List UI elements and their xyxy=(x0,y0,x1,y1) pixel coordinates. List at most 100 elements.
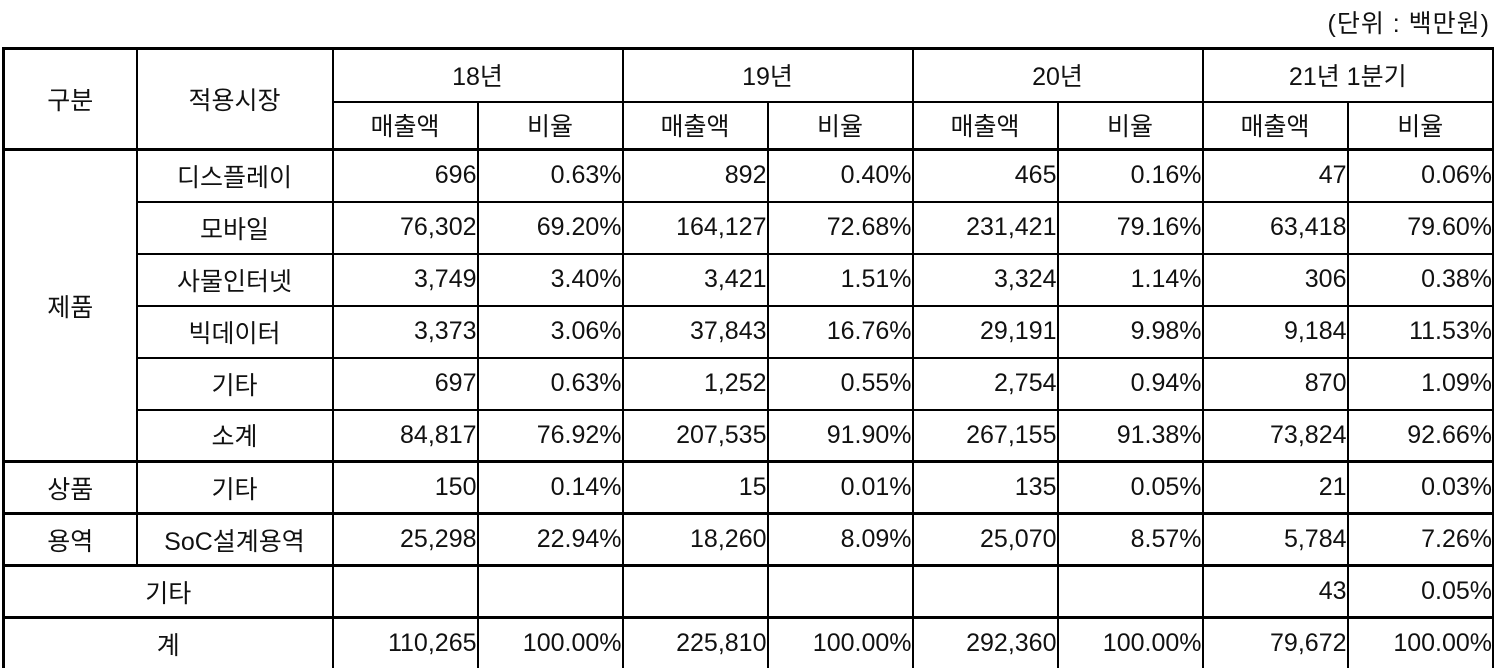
cell-ratio: 100.00% xyxy=(1056,616,1204,668)
table-row-other: 기타 43 0.05% xyxy=(2,564,1494,619)
cell-revenue: 3,373 xyxy=(331,304,479,359)
cell-ratio xyxy=(1056,564,1204,619)
cell-ratio: 1.14% xyxy=(1056,252,1204,307)
cell-revenue xyxy=(331,564,479,619)
cell-ratio xyxy=(476,564,624,619)
cell-ratio: 16.76% xyxy=(766,304,914,359)
header-category: 구분 xyxy=(2,47,138,151)
cell-revenue xyxy=(621,564,769,619)
cell-revenue: 892 xyxy=(621,148,769,203)
cell-ratio: 0.38% xyxy=(1346,252,1494,307)
cell-revenue: 150 xyxy=(331,460,479,515)
header-year-20: 20년 xyxy=(911,47,1204,103)
header-market: 적용시장 xyxy=(135,47,334,151)
header-year-21q1: 21년 1분기 xyxy=(1201,47,1494,103)
cell-revenue: 135 xyxy=(911,460,1059,515)
table-row-service-soc: 용역 SoC설계용역 25,298 22.94% 18,260 8.09% 25… xyxy=(2,512,1494,567)
cell-ratio: 0.14% xyxy=(476,460,624,515)
header-year-18: 18년 xyxy=(331,47,624,103)
cell-revenue: 164,127 xyxy=(621,200,769,255)
market-label: 빅데이터 xyxy=(135,304,334,359)
cell-revenue: 697 xyxy=(331,356,479,411)
cell-revenue: 1,252 xyxy=(621,356,769,411)
cell-revenue: 9,184 xyxy=(1201,304,1349,359)
cell-ratio: 22.94% xyxy=(476,512,624,567)
cell-revenue: 3,749 xyxy=(331,252,479,307)
cell-revenue: 25,070 xyxy=(911,512,1059,567)
header-revenue-18: 매출액 xyxy=(331,100,479,151)
header-ratio-19: 비율 xyxy=(766,100,914,151)
cell-revenue: 18,260 xyxy=(621,512,769,567)
cell-ratio: 8.57% xyxy=(1056,512,1204,567)
cell-revenue: 696 xyxy=(331,148,479,203)
market-label: 사물인터넷 xyxy=(135,252,334,307)
cell-ratio: 69.20% xyxy=(476,200,624,255)
table-row-mobile: 모바일 76,302 69.20% 164,127 72.68% 231,421… xyxy=(4,200,1494,255)
cell-ratio: 76.92% xyxy=(476,408,624,463)
cell-ratio: 0.03% xyxy=(1346,460,1494,515)
cell-revenue: 207,535 xyxy=(621,408,769,463)
cell-revenue: 15 xyxy=(621,460,769,515)
market-label: 디스플레이 xyxy=(135,148,334,203)
cell-revenue: 79,672 xyxy=(1201,616,1349,668)
group-label-product: 제품 xyxy=(2,148,138,463)
cell-revenue: 870 xyxy=(1201,356,1349,411)
cell-ratio: 79.60% xyxy=(1346,200,1494,255)
cell-revenue: 84,817 xyxy=(331,408,479,463)
table-row-display: 제품 디스플레이 696 0.63% 892 0.40% 465 0.16% 4… xyxy=(2,148,1494,463)
cell-ratio: 0.05% xyxy=(1346,564,1494,619)
cell-ratio: 1.51% xyxy=(766,252,914,307)
cell-ratio: 79.16% xyxy=(1056,200,1204,255)
table-row-product-other: 기타 697 0.63% 1,252 0.55% 2,754 0.94% 870… xyxy=(4,356,1494,411)
header-revenue-20: 매출액 xyxy=(911,100,1059,151)
header-year-19: 19년 xyxy=(621,47,914,103)
cell-revenue xyxy=(911,564,1059,619)
cell-ratio: 0.01% xyxy=(766,460,914,515)
table-row-iot: 사물인터넷 3,749 3.40% 3,421 1.51% 3,324 1.14… xyxy=(4,252,1494,307)
cell-revenue: 267,155 xyxy=(911,408,1059,463)
cell-revenue: 231,421 xyxy=(911,200,1059,255)
cell-revenue: 37,843 xyxy=(621,304,769,359)
cell-revenue: 465 xyxy=(911,148,1059,203)
cell-revenue: 29,191 xyxy=(911,304,1059,359)
cell-revenue: 5,784 xyxy=(1201,512,1349,567)
cell-revenue: 47 xyxy=(1201,148,1349,203)
cell-revenue: 76,302 xyxy=(331,200,479,255)
header-ratio-20: 비율 xyxy=(1056,100,1204,151)
cell-revenue: 73,824 xyxy=(1201,408,1349,463)
cell-ratio: 3.06% xyxy=(476,304,624,359)
cell-ratio: 0.63% xyxy=(476,148,624,203)
cell-ratio: 0.63% xyxy=(476,356,624,411)
header-revenue-19: 매출액 xyxy=(621,100,769,151)
cell-ratio: 11.53% xyxy=(1346,304,1494,359)
table-row-goods-other: 상품 기타 150 0.14% 15 0.01% 135 0.05% 21 0.… xyxy=(2,460,1494,515)
unit-note: (단위 : 백만원) xyxy=(1327,10,1490,38)
cell-ratio: 100.00% xyxy=(1346,616,1494,668)
header-row-years: 구분 적용시장 18년 19년 20년 21년 1분기 xyxy=(2,47,1494,151)
cell-revenue: 110,265 xyxy=(331,616,479,668)
row-label-total: 계 xyxy=(2,616,334,668)
table-row-product-subtotal: 소계 84,817 76.92% 207,535 91.90% 267,155 … xyxy=(4,408,1494,463)
cell-ratio: 8.09% xyxy=(766,512,914,567)
cell-ratio xyxy=(766,564,914,619)
table-row-bigdata: 빅데이터 3,373 3.06% 37,843 16.76% 29,191 9.… xyxy=(4,304,1494,359)
cell-revenue: 43 xyxy=(1201,564,1349,619)
cell-revenue: 2,754 xyxy=(911,356,1059,411)
header-ratio-18: 비율 xyxy=(476,100,624,151)
table-row-total: 계 110,265 100.00% 225,810 100.00% 292,36… xyxy=(2,616,1494,668)
row-label-other: 기타 xyxy=(2,564,334,619)
cell-ratio: 0.55% xyxy=(766,356,914,411)
cell-ratio: 9.98% xyxy=(1056,304,1204,359)
cell-ratio: 0.94% xyxy=(1056,356,1204,411)
group-label-goods: 상품 xyxy=(2,460,138,515)
cell-ratio: 7.26% xyxy=(1346,512,1494,567)
cell-ratio: 1.09% xyxy=(1346,356,1494,411)
header-ratio-21q1: 비율 xyxy=(1346,100,1494,151)
cell-revenue: 63,418 xyxy=(1201,200,1349,255)
cell-revenue: 3,324 xyxy=(911,252,1059,307)
header-revenue-21q1: 매출액 xyxy=(1201,100,1349,151)
revenue-by-market-table: 구분 적용시장 18년 19년 20년 21년 1분기 매출액 비율 매출액 비… xyxy=(2,47,1494,668)
cell-ratio: 3.40% xyxy=(476,252,624,307)
market-label: 기타 xyxy=(135,356,334,411)
